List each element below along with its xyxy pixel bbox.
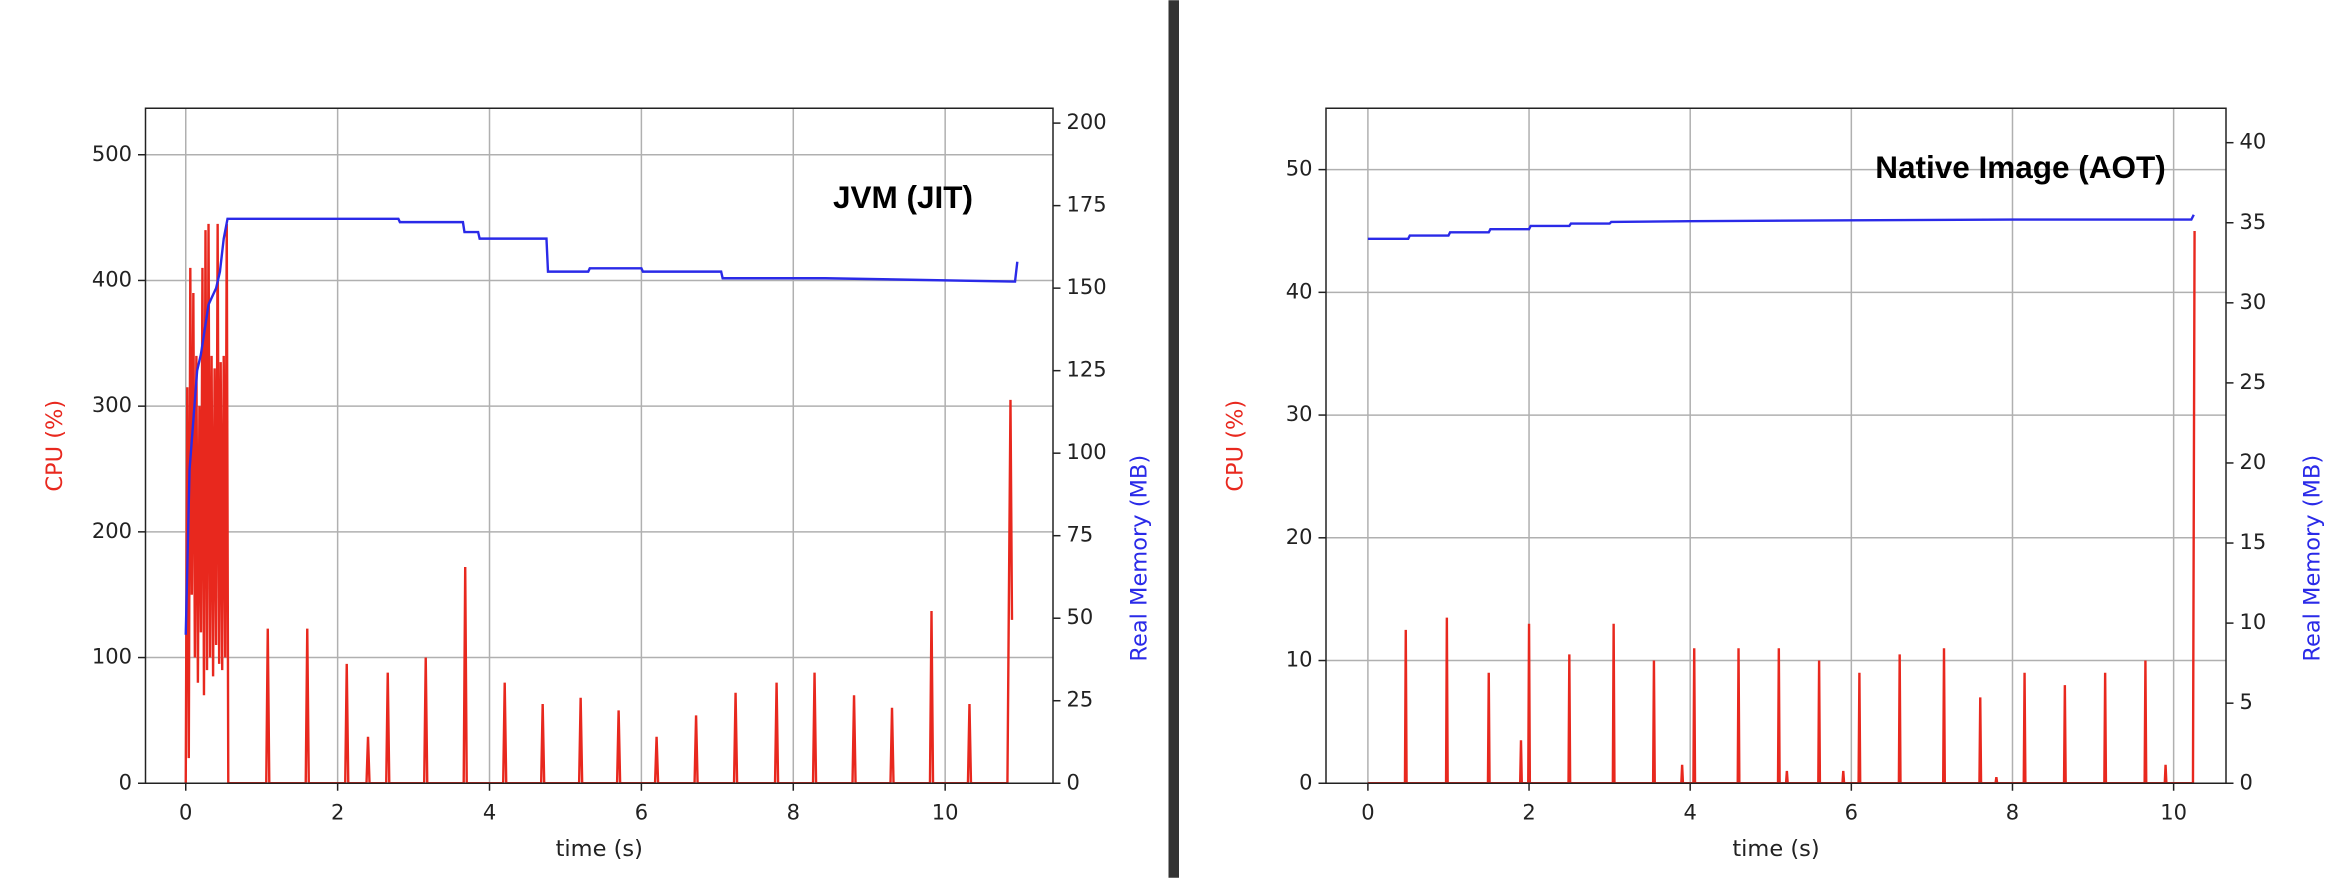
- y2-tick-label: 25: [1067, 688, 1094, 712]
- y-axis-label: CPU (%): [42, 400, 68, 492]
- chart: 0 2 4 6 8 10010020030040050002550751001251501…: [42, 107, 1153, 862]
- y-tick-label: 50: [1286, 157, 1313, 181]
- y2-tick-label: 150: [1067, 275, 1107, 299]
- plot-frame: [144, 107, 1054, 784]
- x-tick-label: 0: [1361, 800, 1374, 824]
- y-axis-label: CPU (%): [1223, 400, 1249, 492]
- y2-tick-label: 30: [2240, 290, 2267, 314]
- y-tick-label: 400: [92, 267, 132, 291]
- series-line: [1367, 230, 2196, 784]
- y2-tick-label: 0: [1067, 770, 1080, 794]
- y2-tick-label: 200: [1067, 110, 1107, 134]
- y2-tick-label: 75: [1067, 523, 1094, 547]
- annotation: JVM (JIT): [833, 179, 973, 215]
- y2-tick-label: 175: [1067, 193, 1107, 217]
- y2-tick-label: 20: [2240, 450, 2267, 474]
- x-axis-label: time (s): [556, 836, 643, 862]
- y2-tick-label: 35: [2240, 210, 2267, 234]
- y2-tick-label: 10: [2240, 610, 2267, 634]
- y2-tick-label: 5: [2240, 690, 2253, 714]
- y-tick-label: 0: [1299, 770, 1312, 794]
- y-tick-label: 10: [1286, 648, 1313, 672]
- x-tick-label: 0: [179, 800, 192, 824]
- plot-frame: [1325, 107, 2227, 784]
- y-tick-label: 0: [119, 770, 132, 794]
- y-tick-label: 300: [92, 393, 132, 417]
- y-tick-label: 500: [92, 142, 132, 166]
- y2-axis-label: Real Memory (MB): [1127, 455, 1153, 662]
- x-axis-label: time (s): [1732, 836, 1819, 862]
- y-tick-label: 20: [1286, 525, 1313, 549]
- series-line: [184, 223, 1014, 784]
- x-tick-label: 10: [932, 800, 959, 824]
- divider: [1168, 0, 1179, 878]
- y2-tick-label: 40: [2240, 130, 2267, 154]
- x-tick-label: 6: [1845, 800, 1858, 824]
- x-tick-label: 4: [483, 800, 496, 824]
- y2-tick-label: 15: [2240, 530, 2267, 554]
- chart: 0 2 4 6 8 10 0 10 20 30 40 50 0 5 10 15 20 25 30 35 40 time (…: [1223, 107, 2326, 862]
- x-tick-label: 10: [2160, 800, 2187, 824]
- y-tick-label: 30: [1286, 402, 1313, 426]
- x-tick-label: 4: [1684, 800, 1697, 824]
- y2-tick-label: 50: [1067, 605, 1094, 629]
- y-tick-label: 200: [92, 519, 132, 543]
- x-tick-label: 6: [635, 800, 648, 824]
- y2-tick-label: 25: [2240, 370, 2267, 394]
- x-tick-label: 2: [331, 800, 344, 824]
- y2-tick-label: 125: [1067, 358, 1107, 382]
- x-tick-label: 2: [1522, 800, 1535, 824]
- y-tick-label: 100: [92, 645, 132, 669]
- series-line: [1367, 214, 2195, 240]
- y2-tick-label: 100: [1067, 440, 1107, 464]
- x-tick-label: 8: [787, 800, 800, 824]
- annotation: Native Image (AOT): [1875, 149, 2166, 185]
- series-line: [184, 217, 1019, 635]
- y2-axis-label: Real Memory (MB): [2300, 455, 2326, 662]
- y2-tick-label: 0: [2240, 770, 2253, 794]
- y-tick-label: 40: [1286, 279, 1313, 303]
- x-tick-label: 8: [2006, 800, 2019, 824]
